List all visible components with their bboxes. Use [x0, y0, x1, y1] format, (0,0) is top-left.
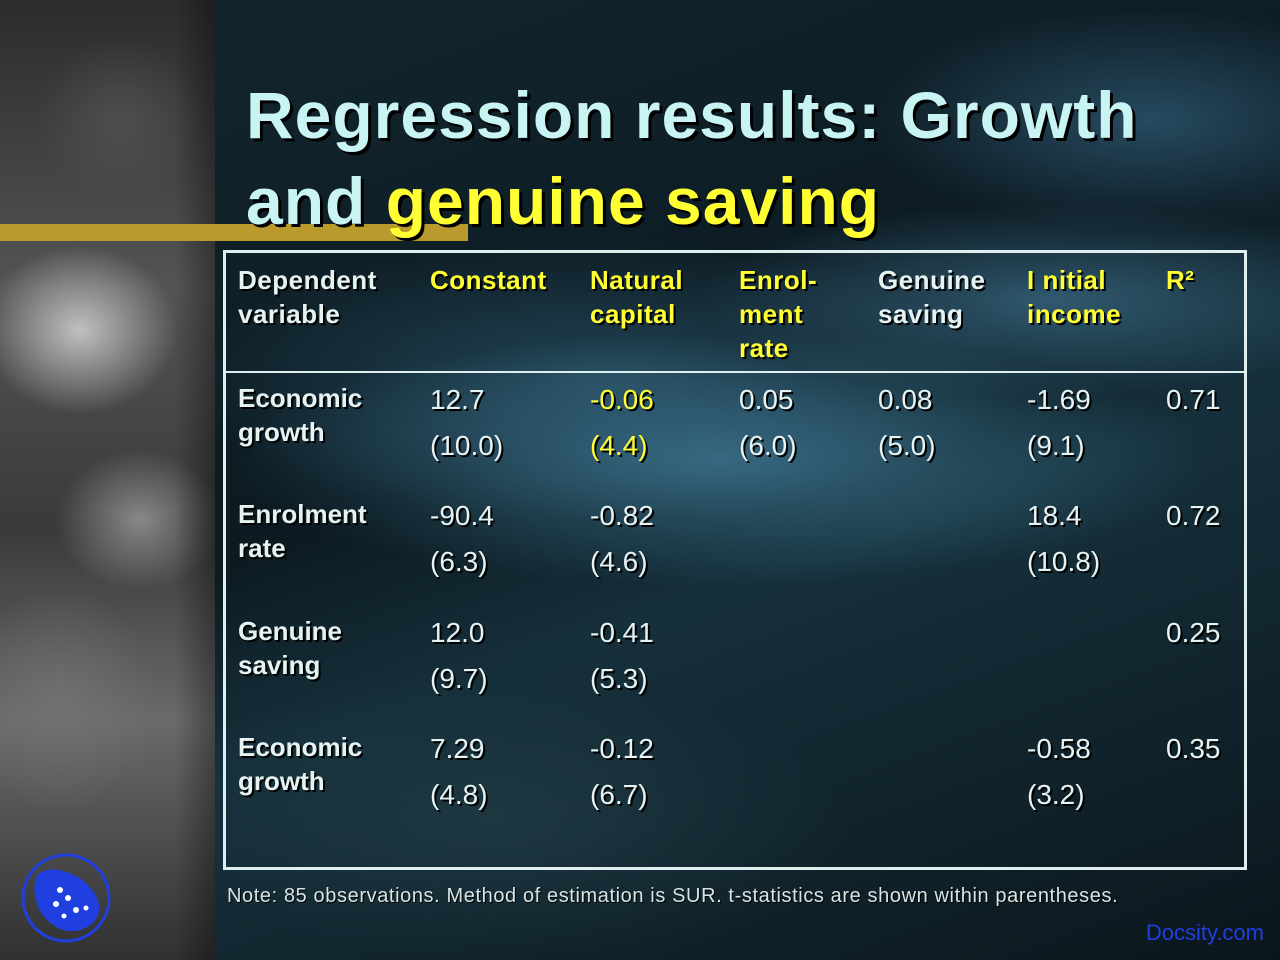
watermark: Docsity.com	[1145, 920, 1264, 945]
cell-r4-natural-capital: -0.12 (6.7)	[590, 733, 654, 810]
row-label-economic-growth-2: Economic growth	[238, 732, 363, 796]
cell-r3-r-squared: 0.25	[1166, 617, 1221, 648]
header-constant: Constant	[430, 265, 547, 295]
cell-r3-natural-capital: -0.41 (5.3)	[590, 617, 654, 694]
row-label-genuine-saving: Genuine saving	[238, 616, 343, 680]
header-genuine-saving: Genuine saving	[878, 265, 986, 329]
slide-title: Regression results: Growth and genuine s…	[246, 72, 1256, 244]
cell-r2-natural-capital: -0.82 (4.6)	[590, 500, 654, 577]
cell-r1-enrolment-rate: 0.05 (6.0)	[739, 384, 797, 461]
header-natural-capital: Natural capital	[590, 265, 684, 329]
cell-r3-constant: 12.0 (9.7)	[430, 617, 488, 694]
cell-r1-constant: 12.7 (10.0)	[430, 384, 504, 461]
header-divider	[226, 371, 1244, 373]
cell-r1-r-squared: 0.71	[1166, 384, 1221, 415]
cell-r1-initial-income: -1.69 (9.1)	[1027, 384, 1091, 461]
header-enrolment-rate: Enrol- ment rate	[739, 265, 818, 363]
cell-r2-initial-income: 18.4 (10.8)	[1027, 500, 1101, 577]
table-note: Note: 85 observations. Method of estimat…	[227, 885, 1119, 907]
cell-r1-genuine-saving: 0.08 (5.0)	[878, 384, 936, 461]
left-decorative-strip	[0, 0, 215, 960]
row-label-enrolment-rate: Enrolment rate	[238, 499, 367, 563]
title-line-2-highlight: genuine saving	[385, 164, 881, 238]
cell-r2-r-squared: 0.72	[1166, 500, 1221, 531]
title-accent-bar	[0, 224, 468, 241]
cell-r4-constant: 7.29 (4.8)	[430, 733, 488, 810]
cell-r4-r-squared: 0.35	[1166, 733, 1221, 764]
title-line-2-plain: and	[246, 164, 386, 238]
regression-table: Dependent variable Constant Natural capi…	[223, 250, 1247, 870]
cell-r1-natural-capital: -0.06 (4.4)	[590, 384, 654, 461]
row-label-economic-growth: Economic growth	[238, 383, 363, 447]
header-dependent-variable: Dependent variable	[238, 265, 377, 329]
cell-r2-constant: -90.4 (6.3)	[430, 500, 494, 577]
institution-logo-icon	[21, 853, 111, 943]
title-line-1: Regression results: Growth	[246, 78, 1138, 152]
header-r-squared: R²	[1166, 265, 1195, 295]
header-initial-income: I nitial income	[1027, 265, 1122, 329]
cell-r4-initial-income: -0.58 (3.2)	[1027, 733, 1091, 810]
